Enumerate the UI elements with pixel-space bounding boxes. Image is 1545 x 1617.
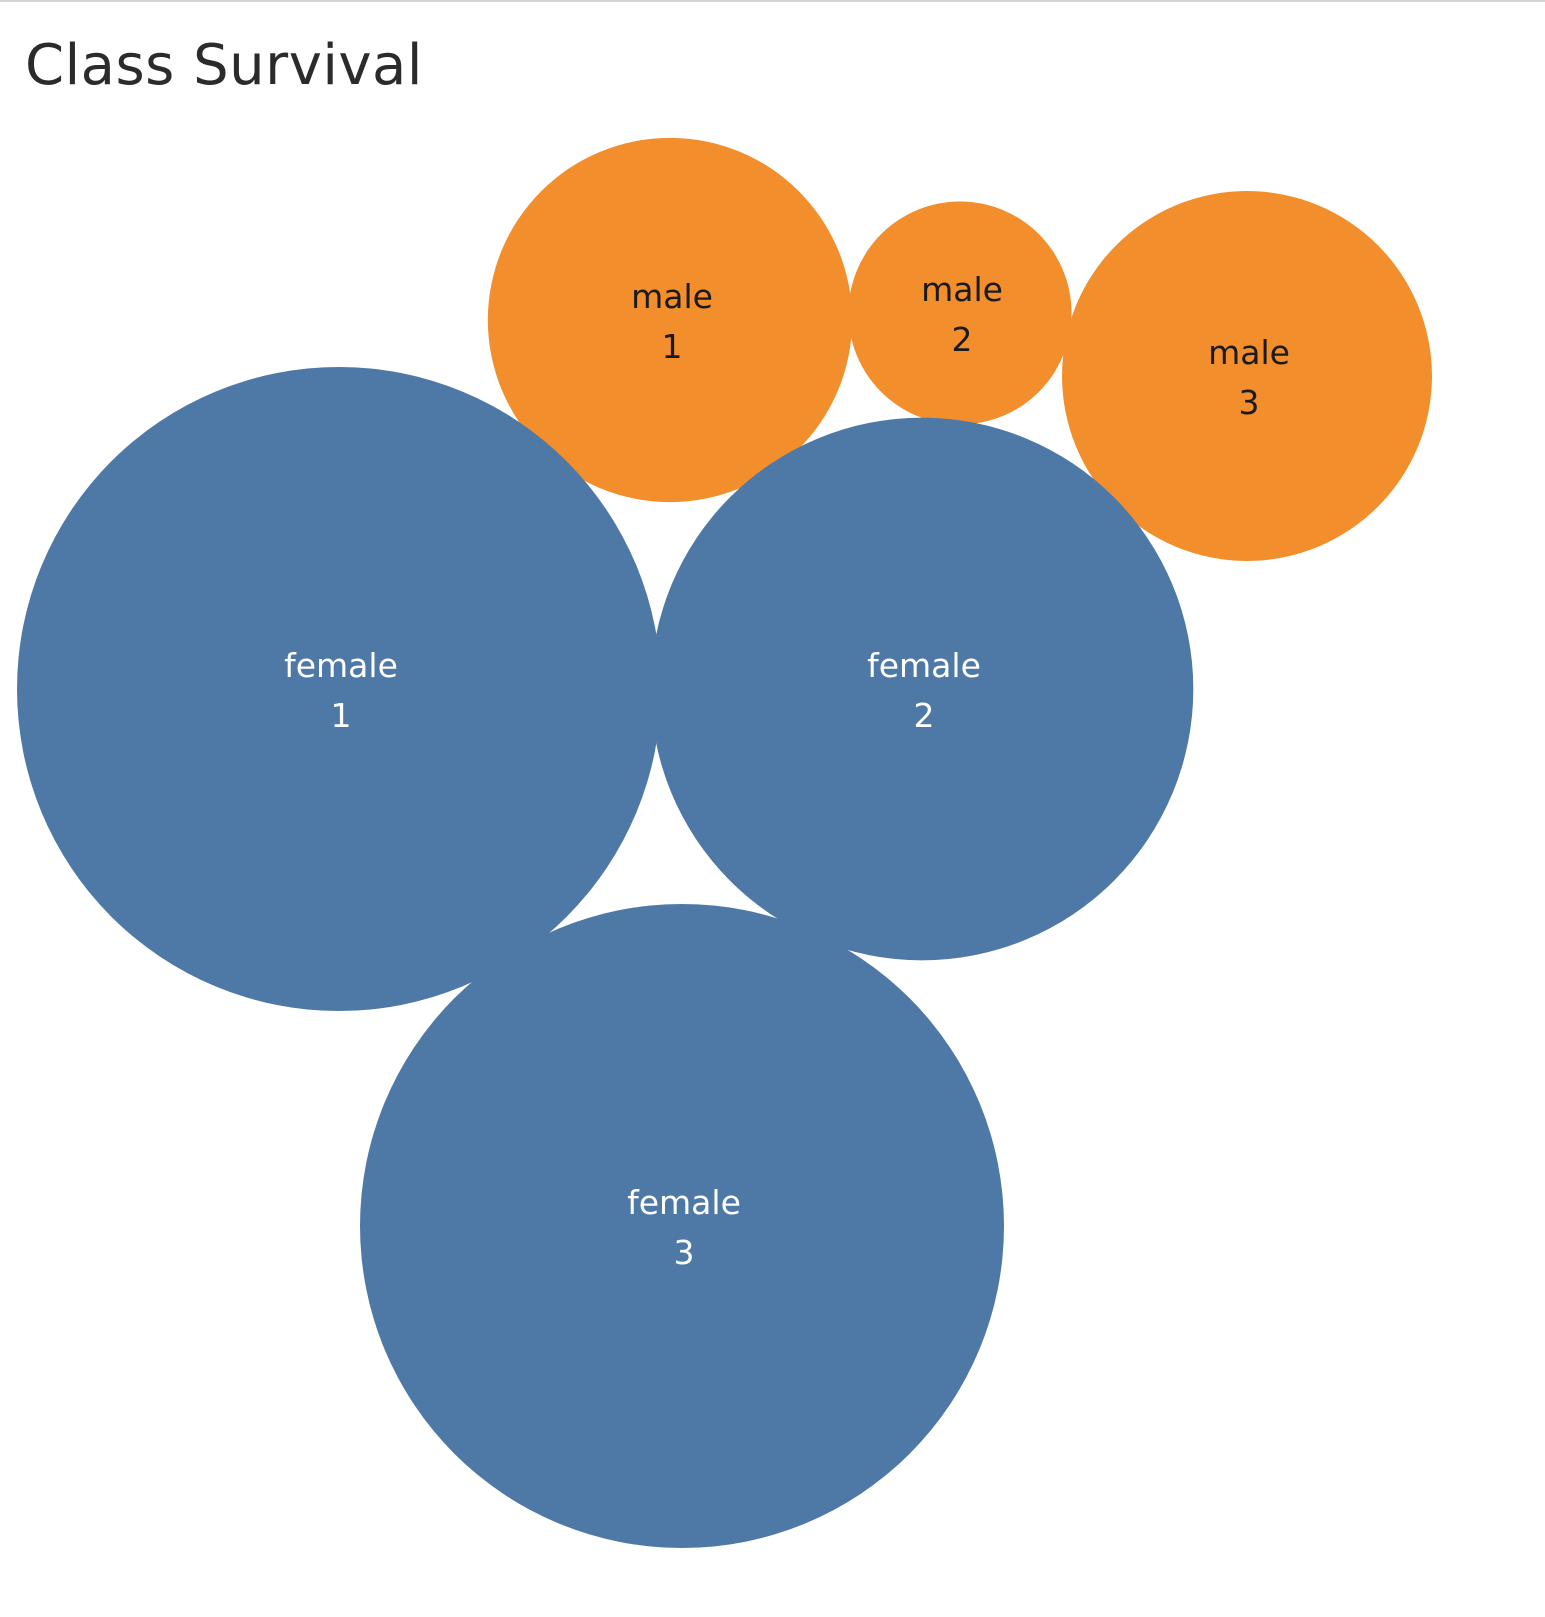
bubble-male-1[interactable]: male 1 bbox=[487, 137, 853, 503]
bubble-label-sex-male-2: male bbox=[921, 270, 1003, 309]
chart-title: Class Survival bbox=[25, 33, 423, 98]
bubble-female-3[interactable]: female 3 bbox=[360, 904, 1004, 1548]
bubble-label-class-male-2: 2 bbox=[952, 320, 973, 359]
bubble-label-class-male-3: 3 bbox=[1239, 383, 1260, 422]
bubble-label-sex-male-1: male bbox=[631, 277, 713, 316]
bubble-male-2[interactable]: male 2 bbox=[848, 201, 1072, 425]
bubble-label-sex-female-2: female bbox=[867, 646, 981, 685]
bubble-circle-male-2[interactable] bbox=[848, 201, 1072, 425]
bubble-circle-male-1[interactable] bbox=[487, 137, 853, 503]
bubble-circle-female-1[interactable] bbox=[17, 367, 661, 1011]
bubble-label-class-female-2: 2 bbox=[914, 696, 935, 735]
bubble-female-2[interactable]: female 2 bbox=[650, 417, 1194, 961]
bubble-male-3[interactable]: male 3 bbox=[1062, 191, 1432, 561]
bubble-label-class-female-3: 3 bbox=[674, 1233, 695, 1272]
bubble-label-class-male-1: 1 bbox=[662, 327, 683, 366]
bubble-label-sex-male-3: male bbox=[1208, 333, 1290, 372]
bubble-label-sex-female-1: female bbox=[284, 646, 398, 685]
bubble-circle-male-3[interactable] bbox=[1062, 191, 1432, 561]
bubble-circle-female-2[interactable] bbox=[650, 417, 1194, 961]
bubble-label-class-female-1: 1 bbox=[331, 696, 352, 735]
top-divider bbox=[0, 0, 1545, 2]
bubble-circle-female-3[interactable] bbox=[360, 904, 1004, 1548]
bubble-label-sex-female-3: female bbox=[627, 1183, 741, 1222]
bubble-female-1[interactable]: female 1 bbox=[17, 367, 661, 1011]
